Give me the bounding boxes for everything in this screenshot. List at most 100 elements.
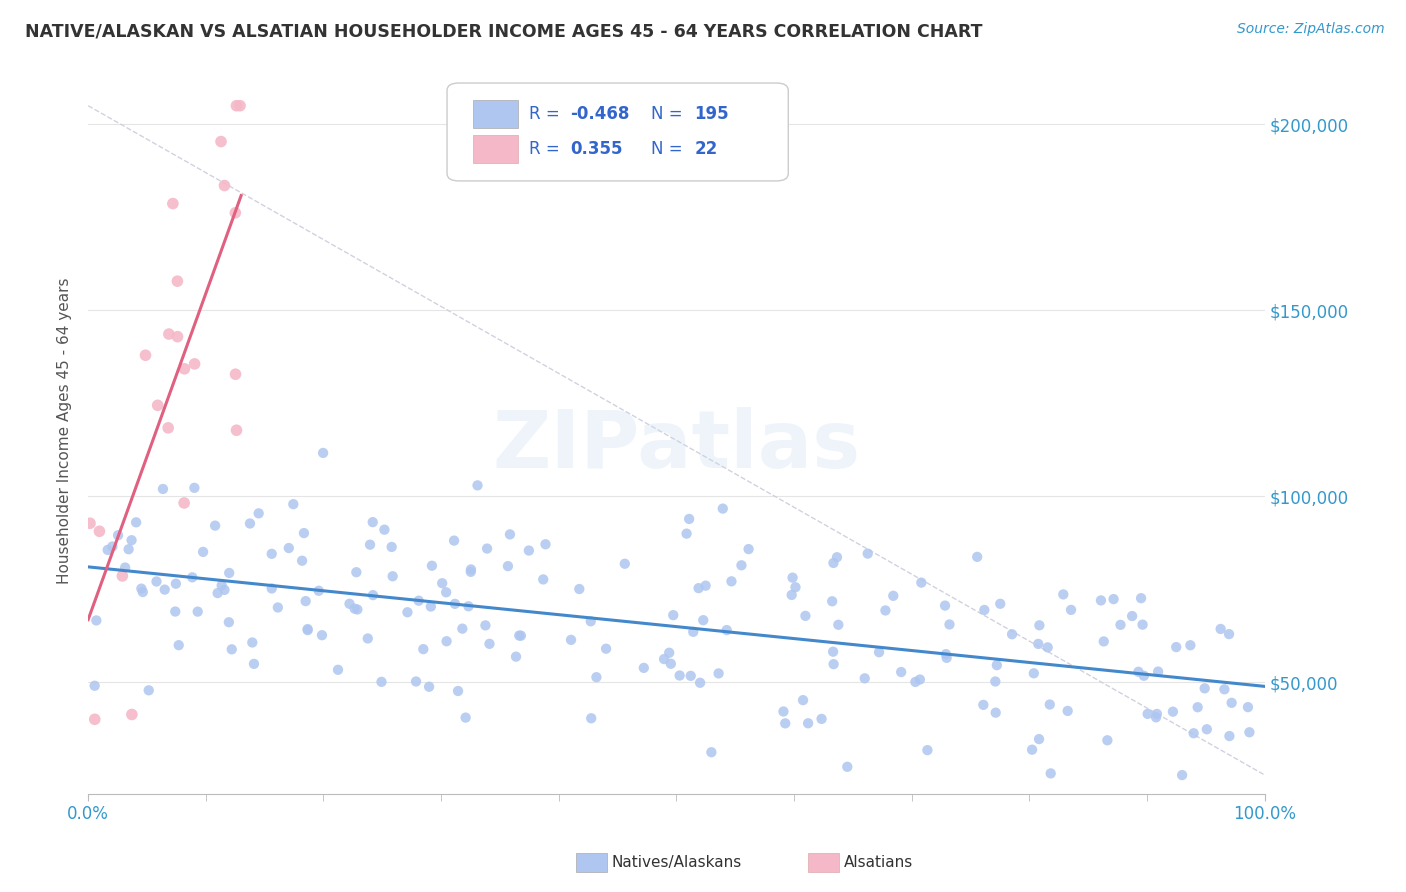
Point bbox=[418, 680, 440, 694]
Point bbox=[312, 446, 335, 460]
Point bbox=[973, 603, 995, 617]
Point bbox=[868, 645, 890, 659]
Point bbox=[689, 675, 711, 690]
Point bbox=[972, 698, 994, 712]
Point bbox=[1039, 766, 1062, 780]
Point bbox=[652, 652, 675, 666]
Point bbox=[1239, 725, 1261, 739]
Point bbox=[83, 712, 105, 726]
Point bbox=[117, 542, 139, 557]
Point bbox=[86, 614, 108, 628]
Point bbox=[1237, 700, 1260, 714]
Point bbox=[229, 99, 252, 113]
Point bbox=[1036, 640, 1059, 655]
Point bbox=[827, 617, 849, 632]
Point bbox=[166, 329, 188, 343]
Point bbox=[797, 716, 820, 731]
Point bbox=[509, 629, 531, 643]
Text: -0.468: -0.468 bbox=[571, 105, 630, 123]
Point bbox=[326, 663, 349, 677]
Point bbox=[499, 527, 522, 541]
Point bbox=[595, 641, 617, 656]
Point bbox=[496, 559, 519, 574]
Point bbox=[1209, 622, 1232, 636]
Point bbox=[1144, 710, 1167, 724]
Point bbox=[720, 574, 742, 589]
Point bbox=[209, 135, 232, 149]
Point bbox=[823, 645, 845, 659]
Point bbox=[291, 554, 314, 568]
Point bbox=[243, 657, 266, 671]
Point bbox=[1097, 733, 1119, 747]
Point bbox=[121, 707, 143, 722]
Point bbox=[1028, 732, 1050, 747]
Point bbox=[1136, 706, 1159, 721]
Point bbox=[214, 582, 236, 597]
Point bbox=[107, 528, 129, 542]
Point bbox=[239, 516, 262, 531]
Point bbox=[240, 635, 263, 649]
Text: 195: 195 bbox=[695, 105, 728, 123]
Point bbox=[585, 670, 607, 684]
Text: R =: R = bbox=[530, 105, 565, 123]
Point bbox=[579, 614, 602, 628]
Point bbox=[613, 557, 636, 571]
Point bbox=[782, 571, 804, 585]
Point bbox=[373, 523, 395, 537]
Point bbox=[381, 569, 404, 583]
Point bbox=[737, 542, 759, 557]
Bar bbox=[472, 136, 517, 163]
Point bbox=[361, 515, 384, 529]
Point bbox=[875, 603, 897, 617]
Point bbox=[132, 585, 155, 599]
Point bbox=[211, 578, 233, 592]
Text: NATIVE/ALASKAN VS ALSATIAN HOUSEHOLDER INCOME AGES 45 - 64 YEARS CORRELATION CHA: NATIVE/ALASKAN VS ALSATIAN HOUSEHOLDER I… bbox=[25, 22, 983, 40]
Text: R =: R = bbox=[530, 140, 565, 158]
Point bbox=[1090, 593, 1112, 607]
Text: ZIPatlas: ZIPatlas bbox=[492, 407, 860, 484]
Point bbox=[1166, 640, 1188, 654]
Point bbox=[343, 601, 366, 615]
Point bbox=[344, 565, 367, 579]
Point bbox=[772, 705, 794, 719]
Point bbox=[478, 637, 501, 651]
Point bbox=[1102, 592, 1125, 607]
Point bbox=[1121, 609, 1143, 624]
Point bbox=[204, 518, 226, 533]
Point bbox=[1218, 627, 1240, 641]
Point bbox=[434, 585, 457, 599]
Point bbox=[662, 608, 685, 623]
Point bbox=[988, 597, 1011, 611]
Point bbox=[534, 537, 557, 551]
Point bbox=[357, 632, 380, 646]
Point bbox=[935, 650, 957, 665]
Point bbox=[1060, 603, 1083, 617]
Bar bbox=[472, 101, 517, 128]
Point bbox=[938, 617, 960, 632]
Y-axis label: Householder Income Ages 45 - 64 years: Householder Income Ages 45 - 64 years bbox=[58, 277, 72, 584]
Point bbox=[531, 573, 554, 587]
Point bbox=[447, 684, 470, 698]
Point bbox=[658, 646, 681, 660]
Point bbox=[381, 540, 404, 554]
Point bbox=[1132, 617, 1154, 632]
Point bbox=[173, 361, 195, 376]
Point bbox=[467, 478, 489, 492]
Text: N =: N = bbox=[651, 105, 688, 123]
Point bbox=[1056, 704, 1078, 718]
Point bbox=[1195, 723, 1218, 737]
Text: N =: N = bbox=[651, 140, 688, 158]
Point bbox=[83, 679, 105, 693]
Point bbox=[292, 526, 315, 541]
Point bbox=[294, 594, 316, 608]
Point bbox=[166, 274, 188, 288]
Text: 0.355: 0.355 bbox=[571, 140, 623, 158]
Point bbox=[152, 482, 174, 496]
Point bbox=[1194, 681, 1216, 696]
Point bbox=[359, 538, 381, 552]
Point bbox=[730, 558, 752, 573]
Point bbox=[711, 501, 734, 516]
Point bbox=[1026, 637, 1049, 651]
Point bbox=[785, 580, 807, 594]
Point bbox=[1220, 696, 1243, 710]
